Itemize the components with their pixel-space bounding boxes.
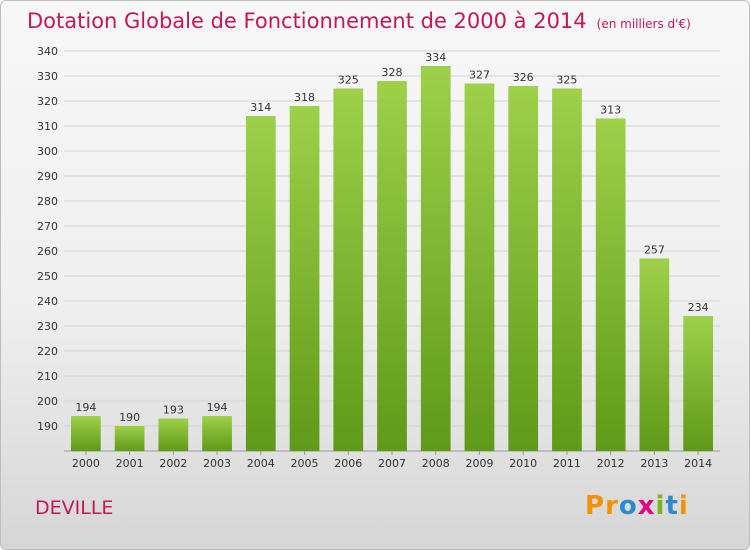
- bar-2002: [158, 418, 189, 451]
- y-tick-label: 250: [37, 270, 58, 283]
- commune-name: DEVILLE: [35, 497, 114, 519]
- logo-letter: r: [605, 491, 619, 521]
- chart-title: Dotation Globale de Fonctionnement de 20…: [27, 9, 691, 33]
- value-label-2006: 325: [338, 74, 359, 87]
- logo-letter: P: [585, 491, 606, 521]
- y-tick-label: 240: [37, 295, 58, 308]
- bar-2000: [70, 416, 101, 451]
- bar-2009: [464, 83, 495, 451]
- y-tick-label: 210: [37, 370, 58, 383]
- value-label-2002: 193: [163, 404, 184, 417]
- value-label-2001: 190: [119, 411, 140, 424]
- value-label-2003: 194: [207, 401, 228, 414]
- value-label-2008: 334: [425, 51, 446, 64]
- x-tick-label-2011: 2011: [553, 457, 581, 470]
- value-label-2011: 325: [556, 74, 577, 87]
- bar-2008: [420, 66, 451, 451]
- x-tick-label-2014: 2014: [684, 457, 712, 470]
- value-label-2005: 318: [294, 91, 315, 104]
- bar-2011: [552, 88, 582, 451]
- y-tick-label: 290: [37, 170, 58, 183]
- x-tick-label-2003: 2003: [203, 457, 231, 470]
- value-label-2009: 327: [469, 69, 490, 82]
- bar-2003: [202, 416, 232, 451]
- y-tick-label: 200: [37, 395, 58, 408]
- value-label-2010: 326: [513, 71, 534, 84]
- y-tick-label: 310: [37, 120, 58, 133]
- x-tick-label-2002: 2002: [159, 457, 187, 470]
- bars: [70, 66, 714, 451]
- bar-2004: [245, 116, 276, 451]
- bar-2006: [333, 88, 364, 451]
- logo-letter: o: [618, 491, 638, 521]
- x-tick-label-2013: 2013: [640, 457, 668, 470]
- x-tick-label-2007: 2007: [378, 457, 406, 470]
- bar-2007: [377, 81, 407, 451]
- bar-2001: [114, 426, 145, 451]
- y-tick-label: 260: [37, 245, 58, 258]
- logo-letter: i: [655, 491, 666, 521]
- x-tick-label-2008: 2008: [422, 457, 450, 470]
- x-tick-label-2010: 2010: [509, 457, 537, 470]
- value-label-2013: 257: [644, 244, 665, 257]
- value-label-2004: 314: [250, 101, 271, 114]
- y-tick-label: 320: [37, 95, 58, 108]
- bar-2010: [508, 86, 539, 451]
- axes: 190 200 210 220 230 240 250 260 270 280 290 300 310 3…: [37, 45, 720, 470]
- value-label-2000: 194: [75, 401, 96, 414]
- logo-letter: t: [665, 491, 679, 521]
- bar-2013: [639, 258, 670, 451]
- y-tick-label: 230: [37, 320, 58, 333]
- y-tick-label: 300: [37, 145, 58, 158]
- x-tick-label-2000: 2000: [72, 457, 100, 470]
- y-tick-label: 270: [37, 220, 58, 233]
- y-tick-label: 190: [37, 420, 58, 433]
- value-label-2014: 234: [688, 301, 709, 314]
- bar-2014: [683, 316, 714, 451]
- bar-2012: [595, 118, 626, 451]
- x-tick-label-2005: 2005: [291, 457, 319, 470]
- value-label-2012: 313: [600, 104, 621, 117]
- x-tick-label-2004: 2004: [247, 457, 275, 470]
- logo-letter: x: [637, 491, 656, 521]
- y-tick-label: 220: [37, 345, 58, 358]
- chart-title-main: Dotation Globale de Fonctionnement de 20…: [27, 9, 587, 33]
- bar-2005: [289, 106, 320, 451]
- proxiti-logo: Proxiti: [585, 491, 689, 521]
- x-tick-label-2009: 2009: [465, 457, 493, 470]
- x-tick-label-2001: 2001: [116, 457, 144, 470]
- x-tick-label-2012: 2012: [597, 457, 625, 470]
- y-tick-label: 340: [37, 45, 58, 58]
- labels: 194 190 193 194 314 318 325 328 334 327 326 325 313 2…: [75, 51, 708, 424]
- logo-letter: i: [678, 491, 689, 521]
- x-tick-label-2006: 2006: [334, 457, 362, 470]
- y-tick-label: 280: [37, 195, 58, 208]
- value-label-2007: 328: [382, 66, 403, 79]
- y-tick-label: 330: [37, 70, 58, 83]
- chart-title-unit: (en milliers d'€): [596, 17, 691, 31]
